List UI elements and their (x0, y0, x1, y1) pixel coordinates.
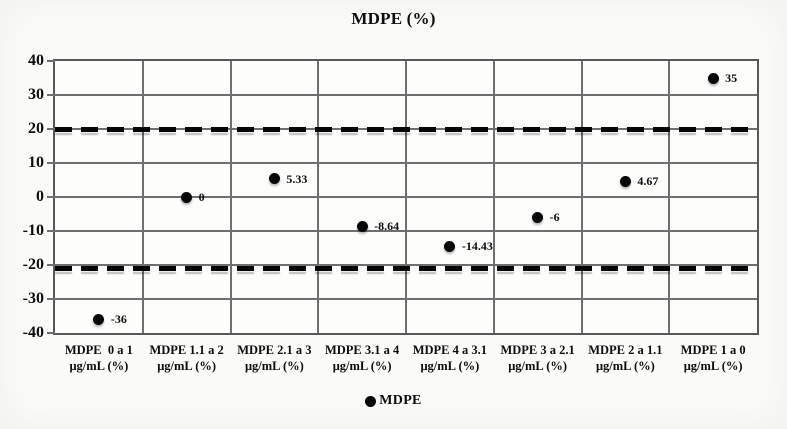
y-tick (47, 128, 55, 130)
y-tick (47, 162, 55, 164)
gridline-v (141, 61, 144, 333)
x-category-label: MDPE 3 a 2.1 μg/mL (%) (492, 342, 584, 375)
gridline-v (405, 61, 407, 333)
data-point (444, 240, 456, 252)
data-point-label: -8.64 (374, 219, 400, 234)
data-point (93, 313, 105, 325)
y-tick-label: -10 (22, 222, 44, 239)
plot-area: -36 0 5.33 -8.64 -14.43 -6 4.67 35 (53, 59, 759, 335)
x-category-label: MDPE 4 a 3.1 μg/mL (%) (404, 342, 496, 375)
y-tick (47, 332, 55, 334)
gridline-v (229, 61, 232, 333)
y-tick (47, 230, 55, 232)
data-point (619, 175, 631, 187)
data-point-label: 0 (198, 190, 205, 204)
lower-limit-line (55, 265, 757, 271)
x-category-label: MDPE 1.1 a 2 μg/mL (%) (141, 342, 233, 375)
y-tick-label: -30 (22, 290, 44, 307)
data-point-label: 35 (725, 71, 738, 85)
data-point-label: -14.43 (461, 239, 493, 254)
legend-label: MDPE (379, 393, 422, 408)
legend: MDPE (0, 393, 787, 409)
y-tick (47, 298, 55, 300)
x-category-label-line2: μg/mL (%) (595, 359, 655, 374)
x-category-label-line2: μg/mL (%) (508, 359, 568, 374)
gridline-v (668, 61, 671, 333)
data-point (707, 72, 719, 84)
chart-title: MDPE (%) (351, 9, 436, 28)
x-category-label-line1: MDPE 1 a 0 (680, 343, 746, 357)
x-category-label: MDPE 3.1 a 4 μg/mL (%) (316, 342, 408, 375)
data-point-label: 5.33 (286, 171, 308, 186)
gridline-v (580, 61, 583, 333)
x-category-label-line1: MDPE 3 a 2.1 (500, 343, 575, 357)
upper-limit-line (55, 126, 757, 132)
x-category-label-line1: MDPE 2.1 a 3 (237, 343, 312, 357)
data-point (356, 220, 368, 232)
y-tick-label: 10 (28, 154, 44, 171)
x-category-label-line2: μg/mL (%) (332, 359, 392, 374)
x-category-label-line1: MDPE 4 a 3.1 (412, 343, 488, 357)
lower-limit-line-echo (55, 271, 757, 274)
y-tick (47, 60, 55, 62)
data-point-label: -6 (549, 210, 560, 225)
data-point-label: -36 (110, 312, 127, 327)
y-tick-label: 0 (36, 188, 44, 205)
y-tick-label: 40 (28, 52, 44, 69)
x-category-label-line1: MDPE 0 a 1 (64, 343, 133, 357)
x-category-label: MDPE 0 a 1 μg/mL (%) (53, 342, 145, 375)
x-category-label-line2: μg/mL (%) (157, 359, 217, 374)
data-point-label: 4.67 (637, 174, 659, 189)
x-category-label: MDPE 1 a 0 μg/mL (%) (667, 342, 759, 375)
data-point (181, 191, 193, 203)
gridline-v (317, 61, 320, 333)
x-category-label-line1: MDPE 2 a 1.1 (588, 343, 663, 357)
x-category-label-line2: μg/mL (%) (69, 359, 129, 374)
gridline-v (492, 61, 495, 333)
x-category-label-line1: MDPE 3.1 a 4 (324, 343, 400, 357)
y-tick (47, 196, 55, 198)
legend-marker-icon (365, 395, 377, 407)
x-category-label-line2: μg/mL (%) (683, 359, 743, 374)
y-tick (47, 94, 55, 96)
y-tick-label: 20 (28, 120, 44, 137)
y-tick-label: -20 (22, 256, 44, 273)
x-category-label-line2: μg/mL (%) (420, 359, 480, 374)
y-tick-label: -40 (22, 324, 44, 341)
y-tick-label: 30 (28, 86, 44, 103)
x-category-label-line2: μg/mL (%) (244, 359, 304, 374)
x-category-label: MDPE 2.1 a 3 μg/mL (%) (228, 342, 320, 375)
x-category-label-line1: MDPE 1.1 a 2 (149, 343, 224, 357)
upper-limit-line-echo (55, 132, 757, 135)
data-point (532, 211, 544, 223)
y-tick (47, 264, 55, 266)
data-point (268, 173, 280, 185)
x-category-label: MDPE 2 a 1.1 μg/mL (%) (579, 342, 671, 375)
